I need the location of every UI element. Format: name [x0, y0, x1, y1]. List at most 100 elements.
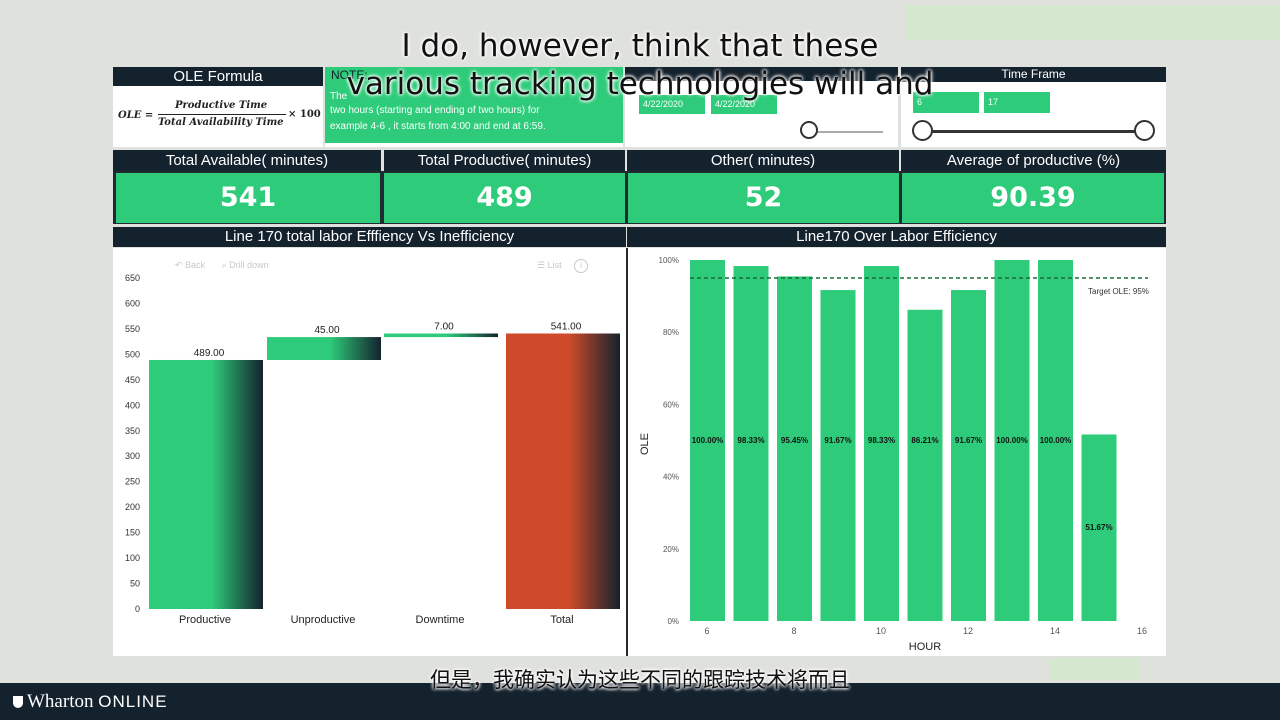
time-slider-handle-end[interactable] [1134, 120, 1155, 141]
formula-denominator: Total Availability Time [158, 117, 284, 128]
bars-xtick: 14 [1050, 626, 1060, 636]
bars-data-label: 91.67% [824, 436, 851, 445]
bars-ytick: 100% [659, 256, 679, 265]
waterfall-ytick: 400 [125, 400, 140, 410]
waterfall-ytick: 0 [135, 604, 140, 614]
bars-ytick: 80% [663, 328, 679, 337]
kpi-label-total-available: Total Available( minutes) [113, 150, 381, 171]
bars-bar [994, 260, 1030, 621]
time-end-value: 17 [988, 97, 999, 107]
bars-ytick: 60% [663, 400, 679, 409]
bars-ytick: 40% [663, 473, 679, 482]
corner-box [906, 5, 1279, 40]
bars-xtick: 16 [1137, 626, 1147, 636]
efficiency-chart: 0% 20% 40% 60% 80% 100% 100.00% 98.33% 95.45% 91.… [639, 256, 1149, 653]
note-line-1: The [330, 91, 348, 102]
formula-lhs: OLE = [118, 110, 154, 121]
time-frame-panel: Time Frame 6 17 [901, 67, 1166, 147]
waterfall-category-label: Unproductive [291, 614, 356, 626]
logo-suffix: ONLINE [98, 692, 168, 711]
time-frame-title: Time Frame [901, 67, 1166, 82]
waterfall-ytick: 500 [125, 349, 140, 359]
waterfall-ytick: 200 [125, 502, 140, 512]
waterfall-category-label: Total [550, 614, 573, 626]
bars-data-label: 100.00% [692, 436, 724, 445]
bars-title: Line170 Over Labor Efficiency [627, 227, 1166, 247]
date-frame-header [625, 67, 898, 81]
target-label: Target OLE: 95% [1088, 287, 1149, 296]
formula-title: OLE Formula [113, 67, 323, 86]
logo-word: Wharton [27, 691, 94, 712]
caption-line-2: various tracking technologies will and [346, 66, 934, 102]
time-slider-handle-start[interactable] [912, 120, 933, 141]
waterfall-bar [267, 337, 381, 360]
bars-xlabel: HOUR [909, 641, 941, 653]
date-start-value: 4/22/2020 [643, 99, 684, 109]
kpi-label-total-productive: Total Productive( minutes) [384, 150, 625, 171]
bars-bar [777, 276, 812, 621]
waterfall-data-label: 7.00 [434, 322, 454, 333]
info-icon[interactable]: i [574, 259, 589, 273]
bars-panel: 0% 20% 40% 60% 80% 100% 100.00% 98.33% 95.45% 91.… [626, 248, 1166, 656]
bars-xtick: 6 [704, 626, 709, 636]
waterfall-data-label: 489.00 [194, 348, 225, 359]
drill-down-button[interactable]: ⌕ Drill down [221, 260, 269, 270]
date-end-value: 4/22/2020 [715, 99, 756, 109]
list-label: List [547, 260, 562, 270]
waterfall-chart: 0 50 100 150 200 250 300 350 400 450 500 550 600 650 4… [125, 273, 620, 626]
date-slider-handle[interactable] [800, 121, 818, 139]
bars-data-label: 100.00% [1040, 436, 1072, 445]
formula-panel: OLE Formula OLE = Productive Time Total … [113, 67, 323, 147]
waterfall-ytick: 350 [125, 426, 140, 436]
date-start-input[interactable]: 4/22/2020 [639, 95, 705, 114]
waterfall-ytick: 650 [125, 273, 140, 283]
date-frame-title: Date frame [720, 69, 780, 83]
date-end-input[interactable]: 4/22/2020 [711, 95, 777, 114]
corner-strip [1050, 658, 1140, 680]
bars-bar [690, 260, 725, 621]
time-slider-track[interactable] [921, 130, 1146, 133]
date-slider-track[interactable] [811, 131, 883, 133]
bars-data-label: 95.45% [781, 436, 808, 445]
bars-bar [907, 309, 943, 621]
kpi-value-average-productive: 90.39 [902, 173, 1164, 223]
waterfall-ytick: 250 [125, 477, 140, 487]
waterfall-ytick: 150 [125, 528, 140, 538]
bars-bar [1038, 260, 1073, 621]
kpi-value-other: 52 [628, 173, 899, 223]
kpi-label-average-productive: Average of productive (%) [901, 150, 1166, 171]
waterfall-title: Line 170 total labor Efffiency Vs Ineffi… [113, 227, 626, 247]
waterfall-ytick: 50 [130, 579, 140, 589]
kpi-value-total-available: 541 [116, 173, 380, 223]
waterfall-category-label: Downtime [416, 614, 465, 626]
bars-data-label: 86.21% [911, 436, 938, 445]
note-line-2: two hours (starting and ending of two ho… [330, 105, 540, 116]
bars-data-label: 100.00% [996, 436, 1028, 445]
note-panel: NOTE: The two hours (starting and ending… [325, 67, 623, 147]
formula-numerator: Productive Time [175, 100, 268, 111]
waterfall-toolbar-right: ☰ List i [537, 259, 589, 273]
bars-bar [864, 266, 899, 621]
drill-label: Drill down [229, 260, 269, 270]
formula-multiplier: × 100 [288, 109, 321, 120]
note-box: NOTE: The two hours (starting and ending… [325, 67, 623, 143]
note-line-3: example 4-6 , it starts from 4:00 and en… [330, 121, 546, 132]
bars-xtick: 12 [963, 626, 973, 636]
waterfall-toolbar: ↶ Back ⌕ Drill down [175, 260, 269, 271]
waterfall-category-label: Productive [179, 614, 231, 626]
bars-ytick: 0% [667, 617, 679, 626]
note-title: NOTE: [331, 68, 368, 82]
list-button[interactable]: ☰ List [537, 260, 562, 270]
waterfall-ytick: 600 [125, 298, 140, 308]
shield-icon [13, 696, 23, 708]
time-end-input[interactable]: 17 [984, 92, 1050, 113]
kpi-label-other: Other( minutes) [627, 150, 899, 171]
waterfall-panel: ↶ Back ⌕ Drill down ☰ List i 0 50 100 150 20… [113, 248, 626, 656]
bars-ytick: 20% [663, 545, 679, 554]
time-start-value: 6 [917, 97, 923, 107]
waterfall-data-label: 541.00 [551, 322, 582, 333]
bars-bar [951, 290, 986, 621]
back-button[interactable]: ↶ Back [175, 260, 206, 270]
time-start-input[interactable]: 6 [913, 92, 979, 113]
wharton-logo: Wharton ONLINE [13, 691, 168, 713]
